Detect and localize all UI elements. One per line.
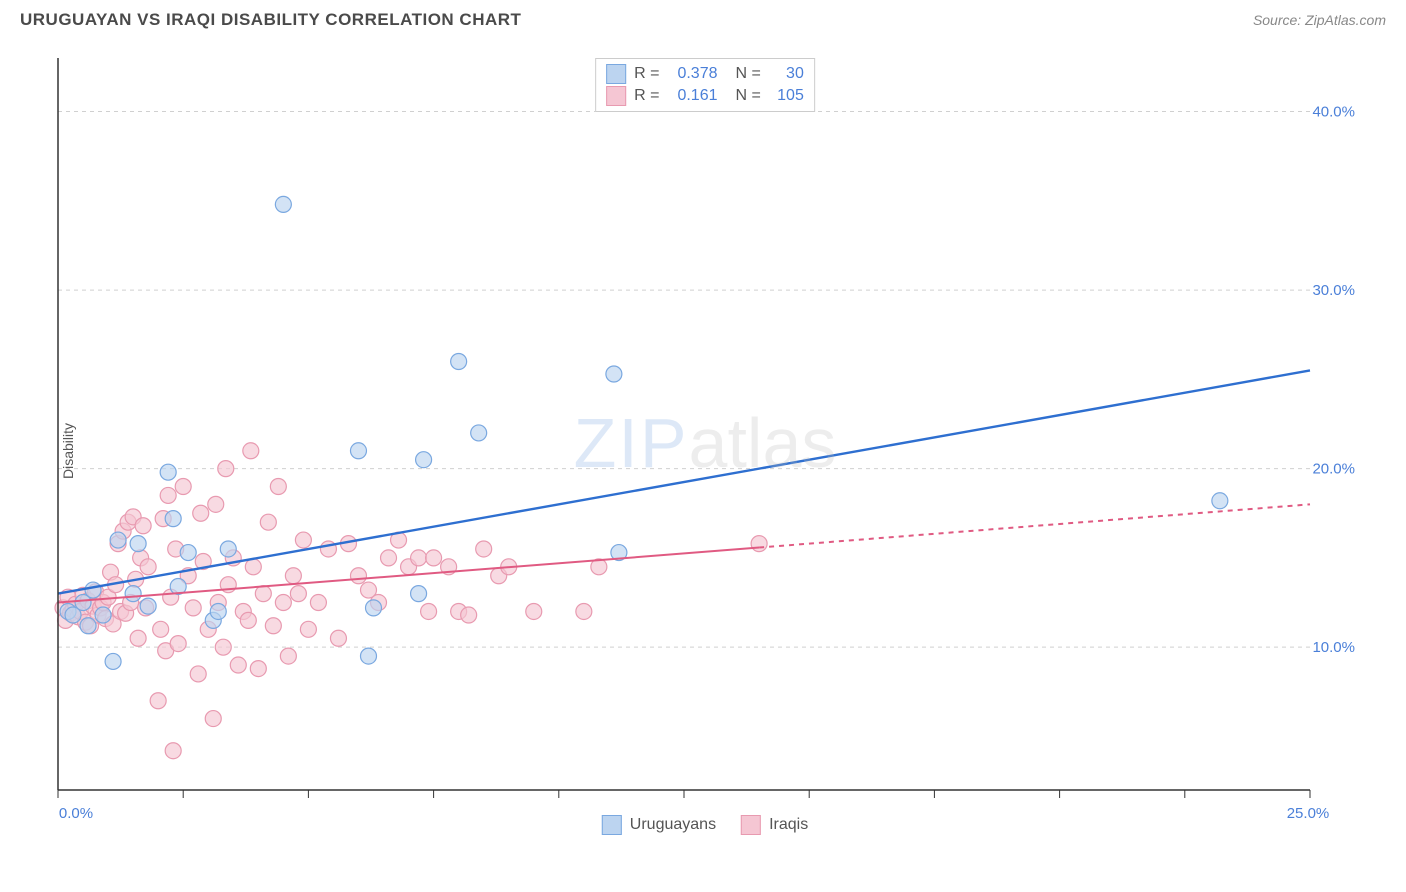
data-point xyxy=(193,505,209,521)
legend-r-label: R = xyxy=(634,65,659,83)
data-point xyxy=(265,618,281,634)
data-point xyxy=(208,496,224,512)
data-point xyxy=(751,536,767,552)
data-point xyxy=(130,536,146,552)
data-point xyxy=(125,586,141,602)
y-tick-label: 10.0% xyxy=(1312,639,1355,656)
chart-title: URUGUAYAN VS IRAQI DISABILITY CORRELATIO… xyxy=(20,10,521,30)
data-point xyxy=(300,621,316,637)
legend-swatch xyxy=(741,815,761,835)
series-name: Iraqis xyxy=(769,816,808,834)
legend-swatch xyxy=(602,815,622,835)
data-point xyxy=(210,603,226,619)
y-tick-label: 20.0% xyxy=(1312,461,1355,478)
data-point xyxy=(160,464,176,480)
data-point xyxy=(350,568,366,584)
data-point xyxy=(471,425,487,441)
data-point xyxy=(1212,493,1228,509)
data-point xyxy=(165,743,181,759)
legend-r-label: R = xyxy=(634,87,659,105)
data-point xyxy=(255,586,271,602)
data-point xyxy=(330,630,346,646)
data-point xyxy=(245,559,261,575)
data-point xyxy=(220,541,236,557)
data-point xyxy=(366,600,382,616)
data-point xyxy=(240,612,256,628)
legend-r-value: 0.161 xyxy=(668,87,718,105)
data-point xyxy=(310,595,326,611)
legend-r-value: 0.378 xyxy=(668,65,718,83)
data-point xyxy=(606,366,622,382)
data-point xyxy=(421,603,437,619)
legend-n-label: N = xyxy=(736,65,761,83)
series-legend-item: Uruguayans xyxy=(602,815,716,835)
data-point xyxy=(190,666,206,682)
data-point xyxy=(451,354,467,370)
data-point xyxy=(180,545,196,561)
legend-swatch xyxy=(606,64,626,84)
chart-source: Source: ZipAtlas.com xyxy=(1253,12,1386,28)
data-point xyxy=(150,693,166,709)
legend-n-label: N = xyxy=(736,87,761,105)
data-point xyxy=(416,452,432,468)
data-point xyxy=(381,550,397,566)
trend-line xyxy=(58,370,1310,593)
data-point xyxy=(243,443,259,459)
data-point xyxy=(526,603,542,619)
data-point xyxy=(280,648,296,664)
legend-row: R = 0.161 N = 105 xyxy=(606,85,804,107)
scatter-plot: 10.0% 20.0% 30.0% 40.0% 0.0% 25.0% xyxy=(50,50,1360,835)
data-point xyxy=(295,532,311,548)
x-max-label: 25.0% xyxy=(1287,805,1330,822)
data-point xyxy=(411,586,427,602)
legend-n-value: 30 xyxy=(769,65,804,83)
legend-swatch xyxy=(606,86,626,106)
data-point xyxy=(160,487,176,503)
series-legend: Uruguayans Iraqis xyxy=(602,815,808,835)
data-point xyxy=(275,196,291,212)
chart-header: URUGUAYAN VS IRAQI DISABILITY CORRELATIO… xyxy=(0,0,1406,35)
x-min-label: 0.0% xyxy=(59,805,93,822)
data-point xyxy=(270,478,286,494)
data-point xyxy=(275,595,291,611)
data-point xyxy=(260,514,276,530)
y-tick-label: 30.0% xyxy=(1312,282,1355,299)
data-point xyxy=(426,550,442,566)
data-point xyxy=(185,600,201,616)
data-point xyxy=(350,443,366,459)
legend-n-value: 105 xyxy=(769,87,804,105)
data-point xyxy=(130,630,146,646)
data-point xyxy=(230,657,246,673)
data-point xyxy=(135,518,151,534)
data-point xyxy=(461,607,477,623)
data-point xyxy=(205,711,221,727)
y-tick-label: 40.0% xyxy=(1312,104,1355,121)
data-point xyxy=(360,648,376,664)
data-point xyxy=(576,603,592,619)
legend-row: R = 0.378 N = 30 xyxy=(606,63,804,85)
data-point xyxy=(218,461,234,477)
series-legend-item: Iraqis xyxy=(741,815,808,835)
series-name: Uruguayans xyxy=(630,816,716,834)
data-point xyxy=(110,532,126,548)
data-point xyxy=(215,639,231,655)
data-point xyxy=(165,511,181,527)
data-point xyxy=(80,618,96,634)
data-point xyxy=(95,607,111,623)
data-point xyxy=(170,636,186,652)
data-point xyxy=(105,653,121,669)
data-point xyxy=(290,586,306,602)
data-point xyxy=(175,478,191,494)
data-point xyxy=(411,550,427,566)
chart-area: Disability 10.0%20.0%30.0%40.0%0.0%25.0%… xyxy=(50,50,1360,835)
correlation-legend: R = 0.378 N = 30 R = 0.161 N = 105 xyxy=(595,58,815,112)
data-point xyxy=(153,621,169,637)
data-point xyxy=(140,559,156,575)
data-point xyxy=(140,598,156,614)
data-point xyxy=(85,582,101,598)
trend-line-dashed xyxy=(759,504,1310,547)
data-point xyxy=(250,661,266,677)
data-point xyxy=(285,568,301,584)
data-point xyxy=(476,541,492,557)
